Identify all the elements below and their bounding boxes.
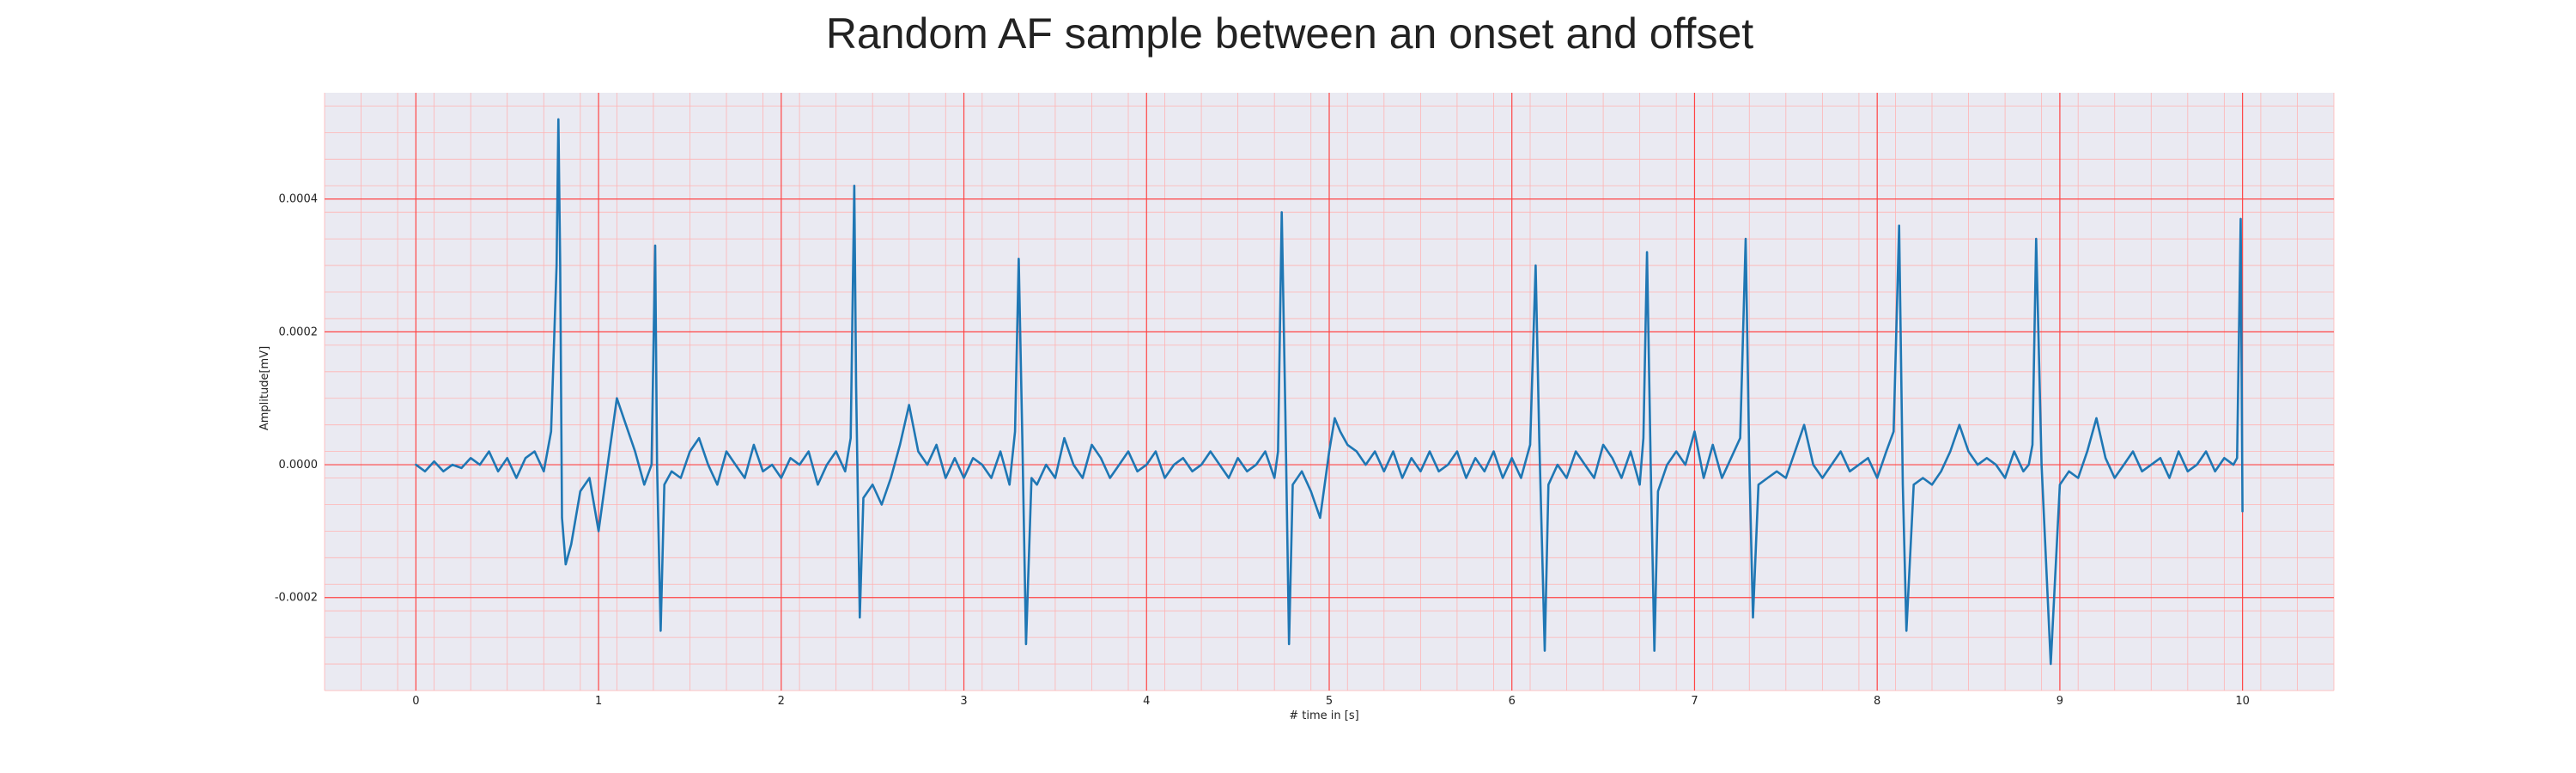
x-axis-ticks: 0 1 2 3 4 5 6 7 8 9 10 bbox=[412, 695, 2250, 708]
y-tick-label: 0.0004 bbox=[279, 193, 319, 206]
x-tick-label: 7 bbox=[1691, 695, 1698, 708]
x-tick-label: 6 bbox=[1509, 695, 1516, 708]
x-tick-label: 3 bbox=[960, 695, 967, 708]
x-tick-label: 9 bbox=[2057, 695, 2063, 708]
x-tick-label: 2 bbox=[778, 695, 785, 708]
x-axis-label: # time in [s] bbox=[1289, 709, 1358, 722]
x-tick-label: 5 bbox=[1326, 695, 1333, 708]
y-tick-label: 0.0002 bbox=[279, 326, 319, 338]
y-tick-label: -0.0002 bbox=[275, 592, 318, 605]
y-axis-ticks: -0.0002 0.0000 0.0002 0.0004 bbox=[275, 193, 318, 605]
major-grid bbox=[325, 93, 2334, 691]
series-line-ecg bbox=[415, 118, 2244, 666]
x-tick-label: 0 bbox=[412, 695, 419, 708]
x-tick-label: 4 bbox=[1143, 695, 1150, 708]
x-tick-label: 1 bbox=[595, 695, 602, 708]
x-tick-label: 8 bbox=[1874, 695, 1880, 708]
chart-title: Random AF sample between an onset and of… bbox=[826, 9, 1753, 58]
y-axis-label: Amplitude[mV] bbox=[258, 346, 271, 430]
y-tick-label: 0.0000 bbox=[279, 459, 319, 472]
x-tick-label: 10 bbox=[2235, 695, 2250, 708]
